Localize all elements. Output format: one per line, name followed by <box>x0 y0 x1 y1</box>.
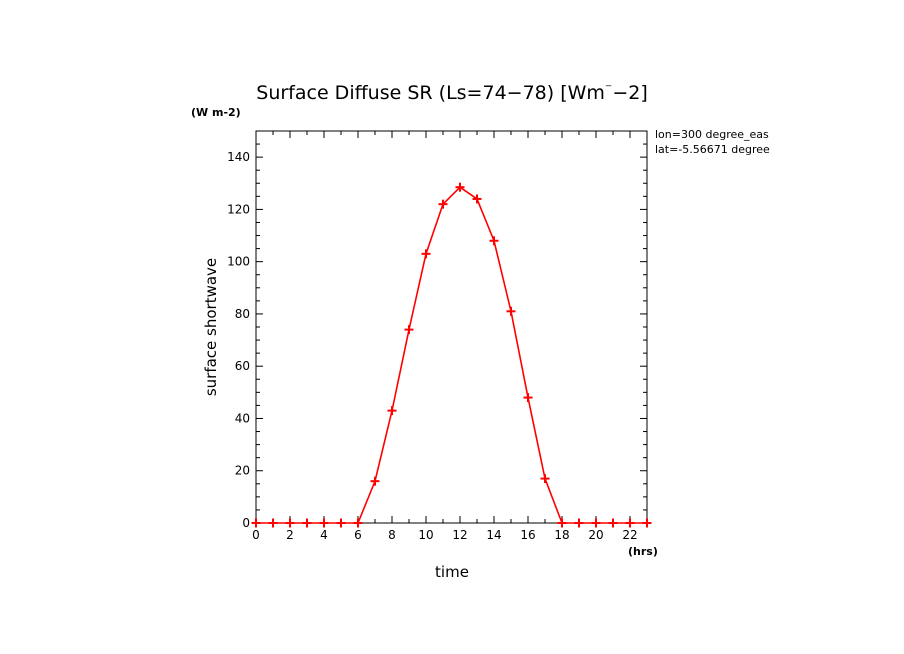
data-point <box>387 406 397 416</box>
data-point <box>285 518 295 528</box>
x-tick-label: 10 <box>418 528 433 542</box>
x-unit-label: (hrs) <box>628 545 658 558</box>
x-tick-label: 12 <box>452 528 467 542</box>
data-point <box>608 518 618 528</box>
data-point <box>438 199 448 209</box>
data-point <box>557 518 567 528</box>
chart-title: Surface Diffuse SR (Ls=74−78) [Wm⁻−2] <box>256 81 647 104</box>
y-tick-label: 140 <box>227 150 250 164</box>
data-point <box>523 393 533 403</box>
x-tick-label: 14 <box>486 528 501 542</box>
data-point <box>574 518 584 528</box>
data-point <box>540 474 550 484</box>
data-point <box>421 249 431 259</box>
series-line <box>256 186 647 524</box>
x-tick-label: 8 <box>388 528 396 542</box>
data-point <box>455 182 465 192</box>
x-tick-label: 0 <box>252 528 260 542</box>
data-point <box>506 306 516 316</box>
y-tick-label: 60 <box>235 359 250 373</box>
x-tick-label: 22 <box>622 528 637 542</box>
data-point <box>472 194 482 204</box>
y-tick-label: 20 <box>235 464 250 478</box>
data-point <box>353 518 363 528</box>
x-tick-label: 16 <box>520 528 535 542</box>
data-point <box>625 518 635 528</box>
data-point <box>268 518 278 528</box>
y-tick-label: 100 <box>227 255 250 269</box>
data-point <box>370 476 380 486</box>
x-axis-label: time <box>435 563 469 581</box>
annotation-lat: lat=-5.56671 degree <box>655 143 770 156</box>
x-tick-label: 20 <box>588 528 603 542</box>
data-point <box>489 236 499 246</box>
annotation-lon: lon=300 degree_eas <box>655 128 769 141</box>
data-point <box>591 518 601 528</box>
y-tick-label: 40 <box>235 411 250 425</box>
plot-frame <box>255 130 648 524</box>
y-tick-label: 80 <box>235 307 250 321</box>
x-tick-label: 2 <box>286 528 294 542</box>
axis-ticks <box>255 130 648 524</box>
tick-labels: 0 2 4 6 8 10 12 14 16 18 20 22 0 20 40 60 80 100 120 140 <box>227 150 638 542</box>
data-point <box>302 518 312 528</box>
series-layer <box>251 182 652 528</box>
data-point <box>404 325 414 335</box>
data-point <box>319 518 329 528</box>
data-point <box>642 518 652 528</box>
y-unit-label: (W m-2) <box>191 106 241 119</box>
x-tick-label: 6 <box>354 528 362 542</box>
data-point <box>336 518 346 528</box>
y-tick-label: 120 <box>227 202 250 216</box>
y-tick-label: 0 <box>242 516 250 530</box>
x-tick-label: 4 <box>320 528 328 542</box>
x-tick-label: 18 <box>554 528 569 542</box>
y-axis-label: surface shortwave <box>202 258 220 396</box>
data-point <box>251 518 261 528</box>
